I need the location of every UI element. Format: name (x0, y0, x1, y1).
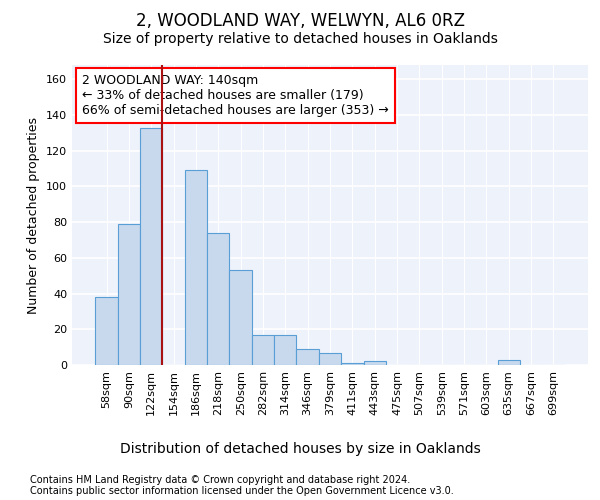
Bar (364, 362, 386, 365)
Bar (185, 170, 207, 365)
Bar (274, 334, 296, 365)
Y-axis label: Number of detached properties: Number of detached properties (28, 116, 40, 314)
Bar (140, 128, 163, 365)
Bar (229, 270, 252, 365)
Bar (252, 334, 274, 365)
Bar (341, 363, 364, 365)
Bar (207, 233, 229, 365)
Bar (296, 349, 319, 365)
Text: Distribution of detached houses by size in Oaklands: Distribution of detached houses by size … (119, 442, 481, 456)
Text: Contains HM Land Registry data © Crown copyright and database right 2024.: Contains HM Land Registry data © Crown c… (30, 475, 410, 485)
Bar (497, 360, 520, 365)
Text: Size of property relative to detached houses in Oaklands: Size of property relative to detached ho… (103, 32, 497, 46)
Text: 2, WOODLAND WAY, WELWYN, AL6 0RZ: 2, WOODLAND WAY, WELWYN, AL6 0RZ (136, 12, 464, 30)
Bar (118, 224, 140, 365)
Bar (319, 352, 341, 365)
Text: Contains public sector information licensed under the Open Government Licence v3: Contains public sector information licen… (30, 486, 454, 496)
Text: 2 WOODLAND WAY: 140sqm
← 33% of detached houses are smaller (179)
66% of semi-de: 2 WOODLAND WAY: 140sqm ← 33% of detached… (82, 74, 389, 117)
Bar (95, 297, 118, 365)
